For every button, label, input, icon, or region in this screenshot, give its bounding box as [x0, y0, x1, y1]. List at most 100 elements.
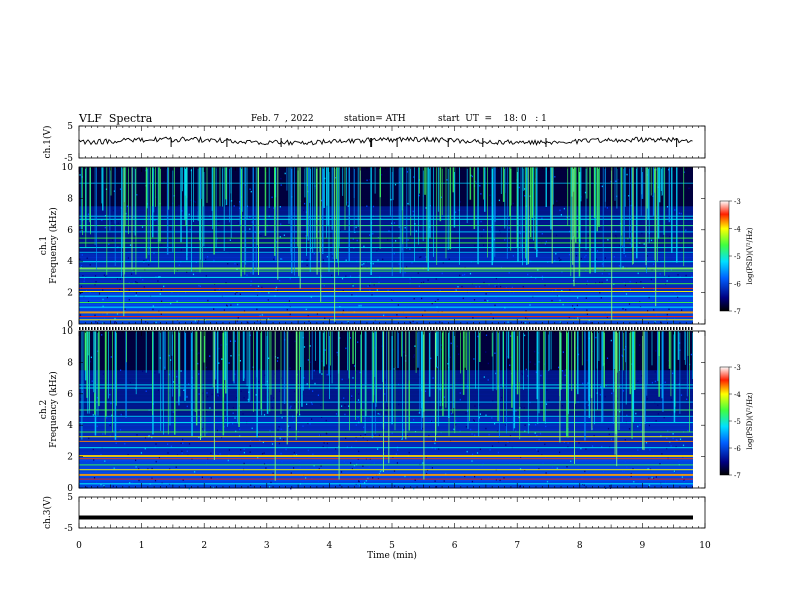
spectrogram-sferic: [677, 331, 680, 360]
spectrogram-speckle: [625, 293, 628, 295]
spectrogram-sferic: [491, 167, 493, 266]
spectrogram-speckle: [313, 464, 315, 467]
spectrogram-sferic: [132, 167, 134, 219]
spectrogram-sferic: [222, 167, 223, 207]
spectrogram-speckle: [128, 289, 130, 291]
spectrogram-speckle: [392, 298, 394, 301]
spectrogram-strong-sferic: [123, 167, 125, 317]
spectrogram-sferic: [256, 331, 258, 438]
spectrogram-speckle: [665, 481, 667, 483]
spectrogram-sferic: [215, 167, 217, 248]
spectrogram-speckle: [362, 465, 364, 467]
spectrogram-sferic: [452, 331, 455, 409]
spectrogram-sferic: [525, 167, 526, 259]
spectrogram-speckle: [428, 435, 430, 437]
spectrogram-speckle: [397, 449, 399, 451]
y-axis-label: ch.3(V): [42, 496, 53, 529]
spectrogram-speckle: [555, 289, 557, 291]
spectrogram-speckle: [471, 480, 473, 483]
spectrogram-speckle: [323, 442, 325, 444]
gap-tick-mark: [559, 327, 561, 330]
colorbar: [719, 366, 730, 476]
spectrogram-sferic: [646, 167, 647, 274]
spectrogram-speckle: [541, 233, 543, 235]
spectrogram-speckle: [194, 201, 196, 203]
spectrogram-speckle: [236, 291, 238, 294]
spectrogram-speckle: [475, 482, 477, 484]
spectrogram-speckle: [239, 428, 241, 431]
spectrogram-sferic: [331, 331, 333, 384]
spectrogram-speckle: [414, 479, 416, 481]
spectrogram-speckle: [341, 484, 343, 486]
spectrogram-speckle: [161, 244, 163, 246]
gap-tick-mark: [136, 327, 138, 330]
spectrogram-speckle: [642, 287, 644, 289]
spectrogram-sferic: [337, 167, 338, 263]
gap-tick-mark: [607, 327, 609, 330]
spectrogram-sferic: [668, 331, 671, 369]
spectrogram-speckle: [260, 317, 262, 320]
gap-tick-mark: [514, 327, 516, 330]
spectrogram-speckle: [282, 484, 285, 487]
spectrogram-sferic: [252, 167, 254, 275]
spectrogram-speckle: [604, 257, 606, 259]
spectrogram-speckle: [294, 486, 296, 488]
spectrogram-band-fill: [79, 280, 693, 286]
spectrogram-band-fill: [79, 284, 693, 290]
spectrogram-speckle: [250, 245, 252, 247]
spectrogram-sferic: [428, 331, 431, 397]
spectrogram-speckle: [481, 235, 483, 237]
spectrogram-sferic: [629, 331, 631, 380]
spectrogram-sferic: [182, 167, 183, 192]
spectrogram-speckle: [363, 426, 365, 429]
spectrogram-speckle: [284, 172, 286, 175]
spectrogram-speckle: [405, 316, 407, 318]
spectrogram-speckle: [109, 393, 111, 396]
spectrogram-strong-sferic: [286, 331, 288, 445]
spectrogram-speckle: [272, 472, 274, 475]
spectrogram-speckle: [534, 424, 537, 426]
spectrogram-sferic: [571, 167, 573, 197]
spectrogram-speckle: [443, 480, 445, 482]
gap-tick-mark: [490, 327, 492, 330]
spectrogram-speckle: [360, 482, 362, 484]
gap-tick-mark: [454, 327, 456, 330]
gap-tick-mark: [97, 327, 99, 330]
spectrogram-sferic: [109, 167, 111, 231]
spectrogram-speckle: [494, 423, 496, 425]
spectrogram-sferic: [135, 167, 137, 275]
spectrogram-sferic: [534, 167, 536, 250]
spectrogram-speckle: [485, 414, 487, 416]
x-tick-label: 9: [640, 541, 646, 551]
spectrogram-speckle: [306, 259, 308, 261]
spectrogram-speckle: [611, 392, 613, 395]
spectrogram-speckle: [234, 340, 236, 342]
gap-tick-mark: [415, 327, 417, 330]
y-tick-label: 10: [62, 327, 74, 337]
spectrogram-speckle: [314, 382, 316, 385]
spectrogram-speckle: [606, 279, 608, 281]
gap-tick-mark: [259, 327, 261, 330]
spectrogram-sferic: [260, 331, 262, 410]
spectrogram-speckle: [306, 383, 308, 385]
spectrogram-speckle: [140, 452, 142, 454]
spectrogram-sferic: [85, 167, 87, 247]
spectrogram-sferic: [494, 167, 496, 222]
colorbar-label: log(PSD)(V²/Hz): [746, 392, 754, 449]
spectrogram-sferic: [134, 167, 136, 236]
y-tick-label: 10: [62, 163, 74, 173]
spectrogram-speckle: [102, 322, 104, 325]
spectrogram-speckle: [679, 438, 682, 440]
spectrogram-speckle: [279, 206, 281, 208]
spectrogram-speckle: [615, 234, 617, 237]
spectrogram-speckle: [249, 228, 251, 230]
spectrogram-speckle: [544, 243, 546, 245]
spectrogram-speckle: [417, 272, 419, 274]
spectrogram-sferic: [82, 167, 83, 235]
spectrogram-sferic: [506, 331, 507, 434]
spectrogram-sferic: [87, 331, 89, 414]
spectrogram-emission-line: [79, 387, 693, 389]
spectrogram-speckle: [265, 467, 267, 469]
spectrogram-sferic: [679, 331, 681, 414]
spectrogram-speckle: [450, 342, 452, 345]
